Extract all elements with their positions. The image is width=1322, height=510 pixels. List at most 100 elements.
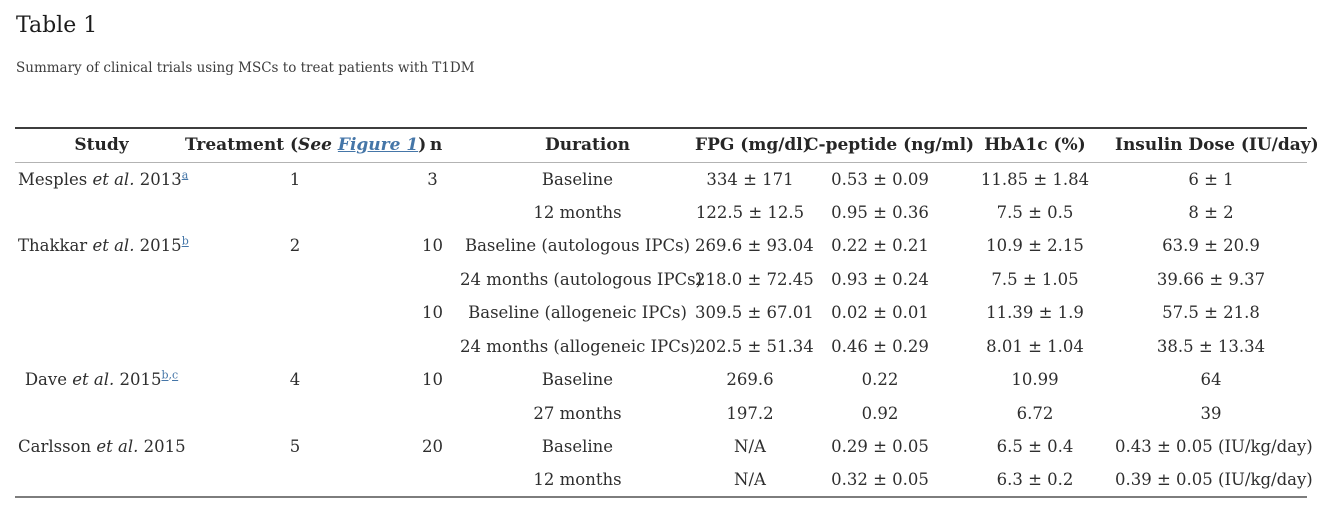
insulin-cell: 0.39 ± 0.05 (IU/kg/day) [1115,470,1313,490]
header-treatment-suffix: ) [418,135,427,156]
cpeptide-cell: 0.02 ± 0.01 [831,303,929,323]
insulin-cell: 6 ± 1 [1188,169,1234,189]
header-fpg: FPG (mg/dl) [695,128,811,163]
treatment-cell [185,263,405,297]
fpg-cell: 269.6 ± 93.04 [695,236,814,256]
treatment-cell: 4 [289,370,301,390]
footnote-superscripts: b [182,235,189,248]
hba1c-cell: 10.9 ± 2.15 [986,236,1084,256]
treatment-cell [185,397,405,431]
hba1c-cell: 11.85 ± 1.84 [980,169,1090,189]
study-cell [15,196,185,230]
n-cell [405,330,460,364]
table-row: 24 months (autologous IPCs) 218.0 ± 72.4… [15,263,1307,297]
clinical-trials-table: Study Treatment (See Figure 1) n Duratio… [15,127,1319,498]
study-cell: Thakkar et al. 2015b [18,234,189,256]
duration-cell: Baseline [541,169,614,189]
table-row: 27 months 197.2 0.92 6.72 39 [15,397,1307,431]
hba1c-cell: 6.5 ± 0.4 [996,437,1074,457]
table-row: 12 months N/A 0.32 ± 0.05 6.3 ± 0.2 0.39… [15,464,1313,498]
table-row: Carlsson et al. 2015 5 20 Baseline N/A 0… [15,430,1313,464]
insulin-cell: 8 ± 2 [1188,202,1234,222]
n-cell: 10 [422,370,443,390]
fpg-cell: 309.5 ± 67.01 [695,303,814,323]
fpg-cell: 218.0 ± 72.45 [695,269,814,289]
cpeptide-cell: 0.93 ± 0.24 [831,269,929,289]
n-cell [405,464,460,498]
table-body: Mesples et al. 2013a 1 3 Baseline 334 ± … [15,162,1313,498]
et-al-text: et al. [96,437,139,457]
header-treatment-prefix: Treatment ( [185,135,299,156]
table-row: 10 Baseline (allogeneic IPCs) 309.5 ± 67… [15,296,1307,330]
n-cell: 20 [422,437,443,457]
header-treatment-see: See [298,135,332,156]
table-row: Dave et al. 2015b,c 4 10 Baseline 269.6 … [15,363,1307,397]
study-cell: Mesples et al. 2013a [18,168,189,189]
table-row: 24 months (allogeneic IPCs) 202.5 ± 51.3… [15,330,1307,364]
header-study: Study [15,128,185,163]
page-title: Table 1 [16,13,98,38]
duration-cell: Baseline [541,370,614,390]
treatment-cell: 5 [289,437,301,457]
insulin-cell: 0.43 ± 0.05 (IU/kg/day) [1115,437,1313,457]
insulin-cell: 39 [1200,403,1222,423]
table-row: Mesples et al. 2013a 1 3 Baseline 334 ± … [15,162,1307,196]
duration-cell: 24 months (allogeneic IPCs) [460,336,696,356]
cpeptide-cell: 0.46 ± 0.29 [831,336,929,356]
insulin-cell: 64 [1200,370,1222,390]
cpeptide-cell: 0.53 ± 0.09 [831,169,929,189]
cpeptide-cell: 0.22 ± 0.21 [831,236,929,256]
footnote-link-c[interactable]: c [172,368,179,382]
insulin-cell: 57.5 ± 21.8 [1162,303,1260,323]
header-cpeptide: C-peptide (ng/ml) [805,128,974,163]
insulin-cell: 63.9 ± 20.9 [1162,236,1260,256]
et-al-text: et al. [72,370,115,390]
study-cell [15,330,185,364]
n-cell [405,263,460,297]
cpeptide-cell: 0.22 [861,370,899,390]
figure-1-link[interactable]: Figure 1 [337,135,419,156]
n-cell [405,196,460,230]
study-cell [15,397,185,431]
cpeptide-cell: 0.92 [861,403,899,423]
fpg-cell: 334 ± 171 [706,169,794,189]
hba1c-cell: 6.72 [1016,403,1054,423]
header-treatment: Treatment (See Figure 1) [185,128,426,163]
header-duration: Duration [460,128,695,163]
cpeptide-cell: 0.29 ± 0.05 [831,437,929,457]
treatment-cell [185,464,405,498]
study-cell: Carlsson et al. 2015 [18,437,186,457]
treatment-cell [185,296,405,330]
n-cell: 10 [422,236,443,256]
duration-cell: Baseline (allogeneic IPCs) [468,303,687,323]
treatment-cell: 1 [289,169,301,189]
n-cell [405,397,460,431]
n-cell: 3 [427,169,438,189]
fpg-cell: 202.5 ± 51.34 [695,336,814,356]
header-n: n [405,128,460,163]
fpg-cell: N/A [734,437,766,457]
footnote-link-a[interactable]: a [181,168,189,181]
treatment-cell [185,196,405,230]
hba1c-cell: 7.5 ± 1.05 [991,269,1079,289]
treatment-cell: 2 [289,236,301,256]
treatment-cell [185,330,405,364]
footnote-superscripts: b,c [161,368,179,382]
footnote-superscripts: a [182,168,189,181]
hba1c-cell: 11.39 ± 1.9 [986,303,1084,323]
table-row: 12 months 122.5 ± 12.5 0.95 ± 0.36 7.5 ±… [15,196,1307,230]
fpg-cell: N/A [734,470,766,490]
table-row: Thakkar et al. 2015b 2 10 Baseline (auto… [15,229,1307,263]
footnote-link-b[interactable]: b [181,234,189,248]
study-cell [15,464,185,498]
fpg-cell: 197.2 [726,403,774,423]
study-cell [15,296,185,330]
cpeptide-cell: 0.32 ± 0.05 [831,470,929,490]
duration-cell: 27 months [533,403,622,423]
duration-cell: 12 months [533,470,622,490]
n-cell: 10 [422,303,443,323]
study-cell: Dave et al. 2015b,c [24,368,179,390]
hba1c-cell: 10.99 [1011,370,1059,390]
footnote-link-b[interactable]: b [161,368,169,382]
header-insulin: Insulin Dose (IU/day) [1115,128,1319,163]
